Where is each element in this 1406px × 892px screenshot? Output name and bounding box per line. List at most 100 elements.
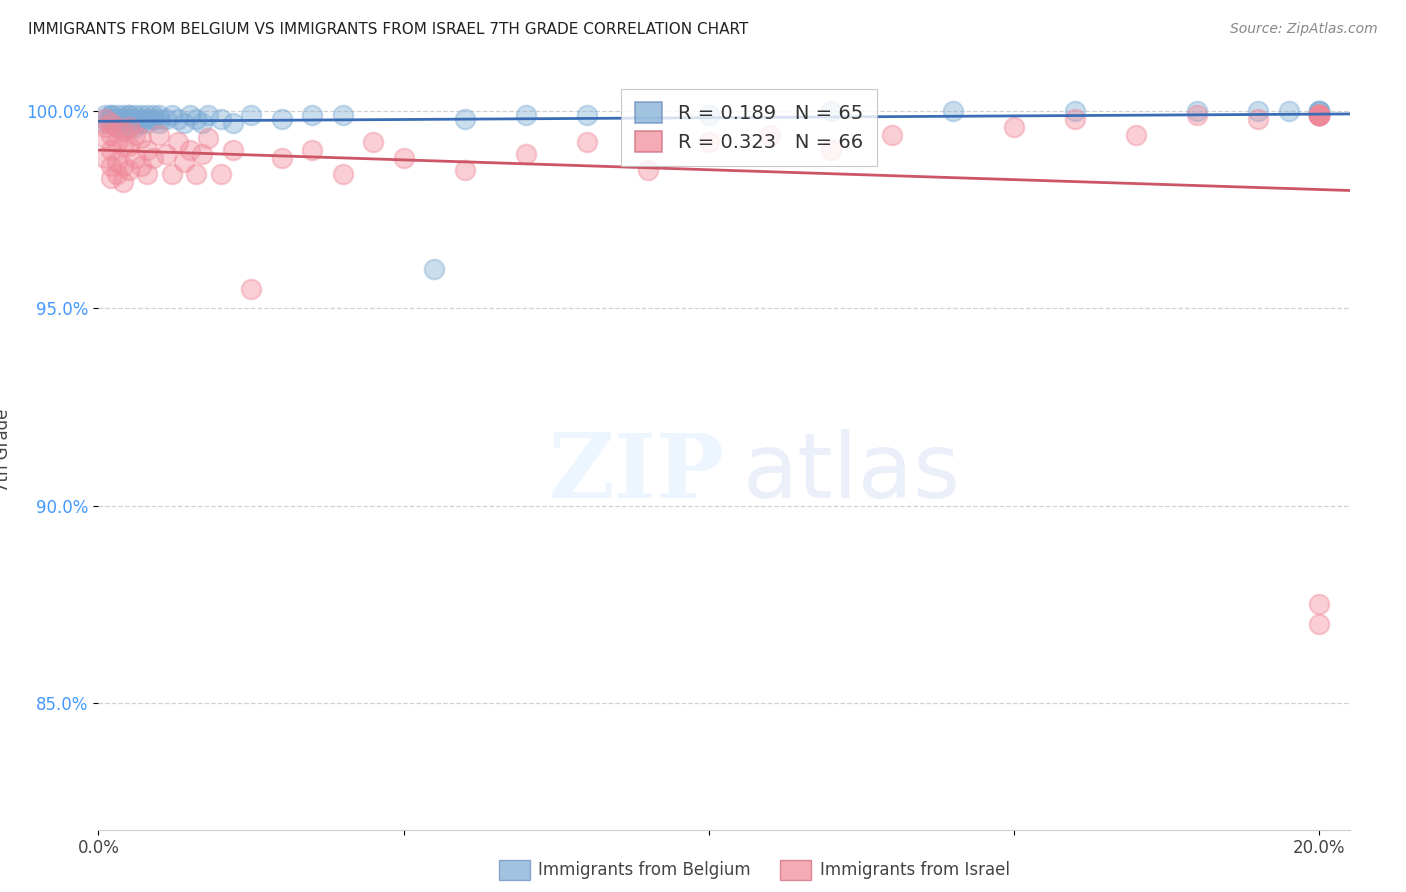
Text: Immigrants from Israel: Immigrants from Israel	[820, 861, 1010, 879]
Point	[111, 123, 134, 137]
Point	[697, 136, 720, 150]
Point	[1308, 108, 1330, 122]
Point	[166, 112, 188, 126]
Point	[222, 116, 245, 130]
Point	[820, 144, 842, 158]
Point	[1125, 128, 1147, 142]
Point	[222, 144, 245, 158]
Text: Immigrants from Belgium: Immigrants from Belgium	[538, 861, 751, 879]
Point	[148, 108, 170, 122]
Point	[100, 108, 122, 122]
Point	[240, 281, 263, 295]
Point	[142, 108, 165, 122]
Point	[759, 128, 782, 142]
Point	[1308, 103, 1330, 118]
Point	[155, 147, 177, 161]
Point	[100, 159, 122, 173]
Point	[118, 120, 141, 134]
Point	[1308, 108, 1330, 122]
Point	[1308, 108, 1330, 122]
Point	[184, 167, 207, 181]
Point	[155, 112, 177, 126]
Point	[880, 128, 903, 142]
Point	[148, 116, 170, 130]
Point	[1308, 108, 1330, 122]
Point	[129, 108, 152, 122]
Point	[361, 136, 384, 150]
Point	[942, 103, 965, 118]
Legend: R = 0.189   N = 65, R = 0.323   N = 66: R = 0.189 N = 65, R = 0.323 N = 66	[621, 88, 877, 166]
Point	[332, 167, 354, 181]
Point	[697, 108, 720, 122]
Point	[100, 144, 122, 158]
Point	[173, 116, 195, 130]
Point	[136, 167, 159, 181]
Point	[1278, 103, 1301, 118]
Point	[1185, 108, 1208, 122]
Point	[1002, 120, 1025, 134]
Point	[1308, 598, 1330, 612]
Point	[332, 108, 354, 122]
Point	[179, 144, 201, 158]
Point	[93, 116, 115, 130]
Point	[423, 261, 446, 276]
Point	[129, 116, 152, 130]
Y-axis label: 7th Grade: 7th Grade	[0, 409, 11, 492]
Point	[515, 108, 537, 122]
Point	[270, 112, 292, 126]
Point	[93, 112, 115, 126]
Point	[1308, 617, 1330, 632]
Point	[453, 163, 475, 178]
Point	[1064, 103, 1087, 118]
Point	[105, 112, 128, 126]
Point	[105, 167, 128, 181]
Point	[100, 116, 122, 130]
Point	[142, 112, 165, 126]
Point	[100, 128, 122, 142]
Point	[124, 128, 146, 142]
Point	[1308, 108, 1330, 122]
Text: ZIP: ZIP	[548, 430, 724, 516]
Point	[1308, 108, 1330, 122]
Point	[124, 108, 146, 122]
Point	[453, 112, 475, 126]
Point	[148, 112, 170, 126]
Point	[93, 120, 115, 134]
Point	[209, 112, 232, 126]
Point	[392, 151, 415, 165]
Point	[118, 163, 141, 178]
Point	[1308, 108, 1330, 122]
Point	[160, 108, 183, 122]
Point	[301, 144, 323, 158]
Text: IMMIGRANTS FROM BELGIUM VS IMMIGRANTS FROM ISRAEL 7TH GRADE CORRELATION CHART: IMMIGRANTS FROM BELGIUM VS IMMIGRANTS FR…	[28, 22, 748, 37]
Point	[93, 112, 115, 126]
Point	[111, 108, 134, 122]
Point	[124, 120, 146, 134]
Point	[100, 112, 122, 126]
Point	[105, 120, 128, 134]
Point	[118, 116, 141, 130]
Point	[118, 112, 141, 126]
Point	[129, 159, 152, 173]
Point	[240, 108, 263, 122]
Point	[118, 120, 141, 134]
Point	[1247, 112, 1270, 126]
Point	[515, 147, 537, 161]
Point	[111, 139, 134, 153]
Point	[1308, 108, 1330, 122]
Point	[1064, 112, 1087, 126]
Point	[191, 147, 214, 161]
Point	[111, 175, 134, 189]
Point	[100, 108, 122, 122]
Point	[136, 108, 159, 122]
Point	[124, 116, 146, 130]
Point	[136, 112, 159, 126]
Point	[575, 108, 598, 122]
Point	[191, 116, 214, 130]
Point	[270, 151, 292, 165]
Point	[105, 116, 128, 130]
Point	[105, 120, 128, 134]
Point	[301, 108, 323, 122]
Point	[111, 120, 134, 134]
Point	[111, 159, 134, 173]
